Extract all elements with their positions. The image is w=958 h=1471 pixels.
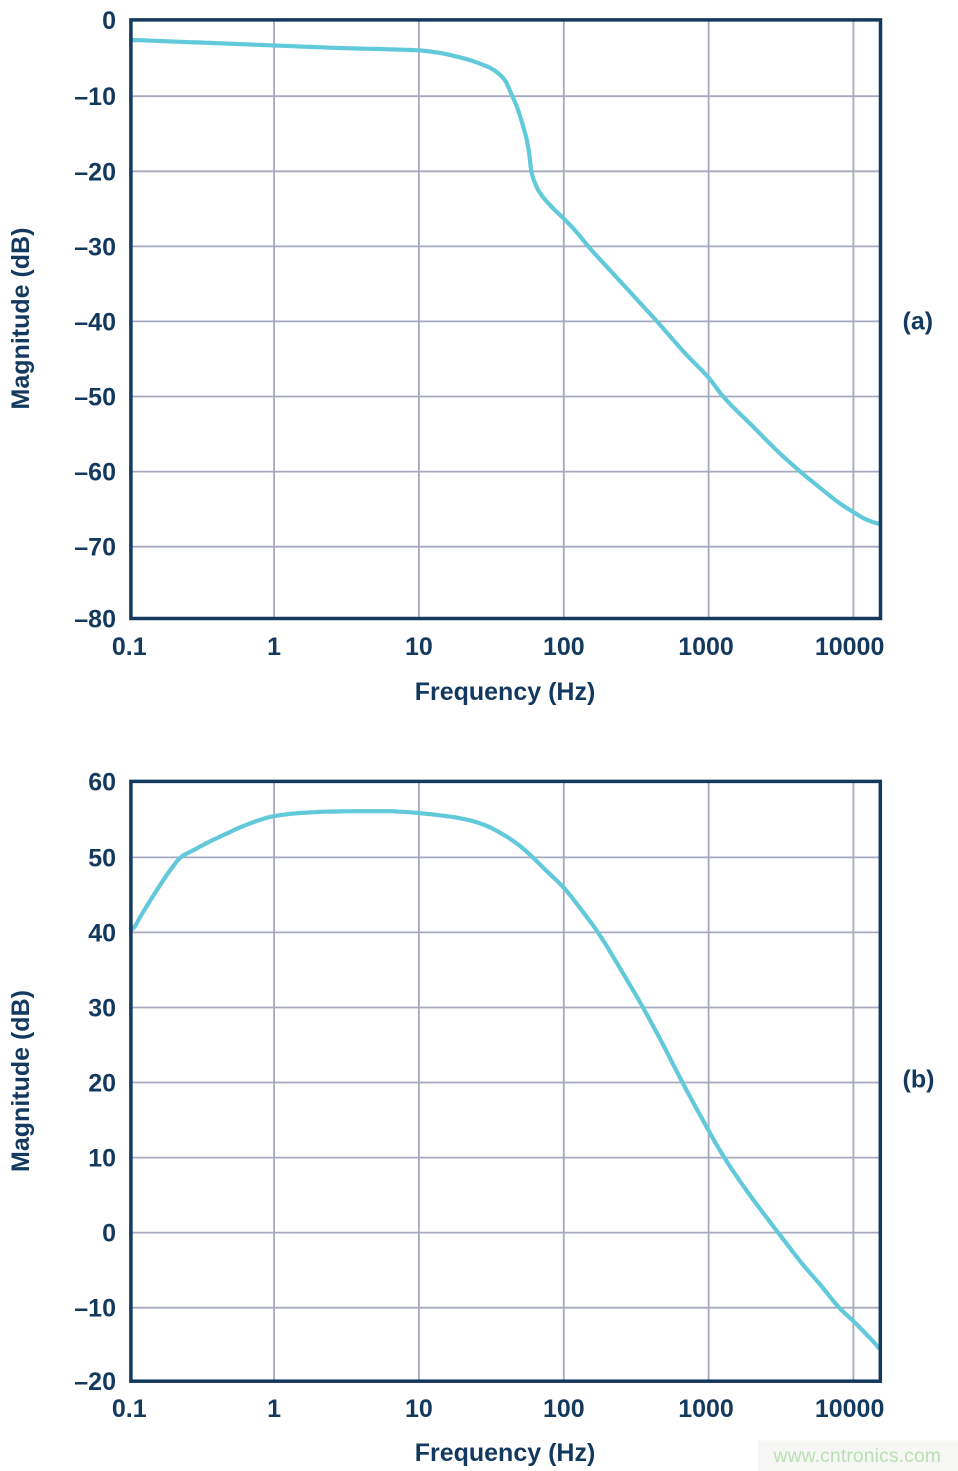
svg-text:–20: –20 [74,1368,116,1396]
svg-text:100: 100 [543,1395,585,1423]
svg-text:–40: –40 [74,308,116,336]
svg-text:Magnitude (dB): Magnitude (dB) [7,990,35,1172]
svg-text:0: 0 [102,1220,116,1248]
svg-text:50: 50 [88,844,116,872]
svg-text:–50: –50 [74,384,116,412]
svg-text:–10: –10 [74,83,116,111]
svg-text:10000: 10000 [815,633,885,661]
svg-text:–60: –60 [74,459,116,487]
svg-text:0.1: 0.1 [112,1395,147,1423]
svg-text:Frequency (Hz): Frequency (Hz) [415,678,596,706]
svg-text:0: 0 [102,7,116,35]
svg-text:20: 20 [88,1070,116,1098]
svg-text:100: 100 [543,633,585,661]
svg-text:10: 10 [88,1145,116,1173]
svg-text:(b): (b) [903,1065,935,1093]
svg-text:www.cntronics.com: www.cntronics.com [773,1446,942,1467]
svg-text:10000: 10000 [815,1395,885,1423]
svg-text:–10: –10 [74,1295,116,1323]
svg-text:0.1: 0.1 [112,633,147,661]
svg-text:–70: –70 [74,534,116,562]
svg-text:1000: 1000 [678,633,734,661]
svg-text:40: 40 [88,919,116,947]
svg-text:1000: 1000 [678,1395,734,1423]
svg-text:–30: –30 [74,233,116,261]
svg-text:1: 1 [267,633,281,661]
svg-text:1: 1 [267,1395,281,1423]
svg-text:10: 10 [405,1395,433,1423]
svg-text:Frequency (Hz): Frequency (Hz) [415,1439,596,1467]
svg-text:10: 10 [405,633,433,661]
svg-text:(a): (a) [903,308,934,336]
svg-text:–80: –80 [74,605,116,633]
svg-text:60: 60 [88,768,116,796]
svg-text:30: 30 [88,995,116,1023]
svg-text:–20: –20 [74,158,116,186]
svg-text:Magnitude (dB): Magnitude (dB) [7,228,35,410]
